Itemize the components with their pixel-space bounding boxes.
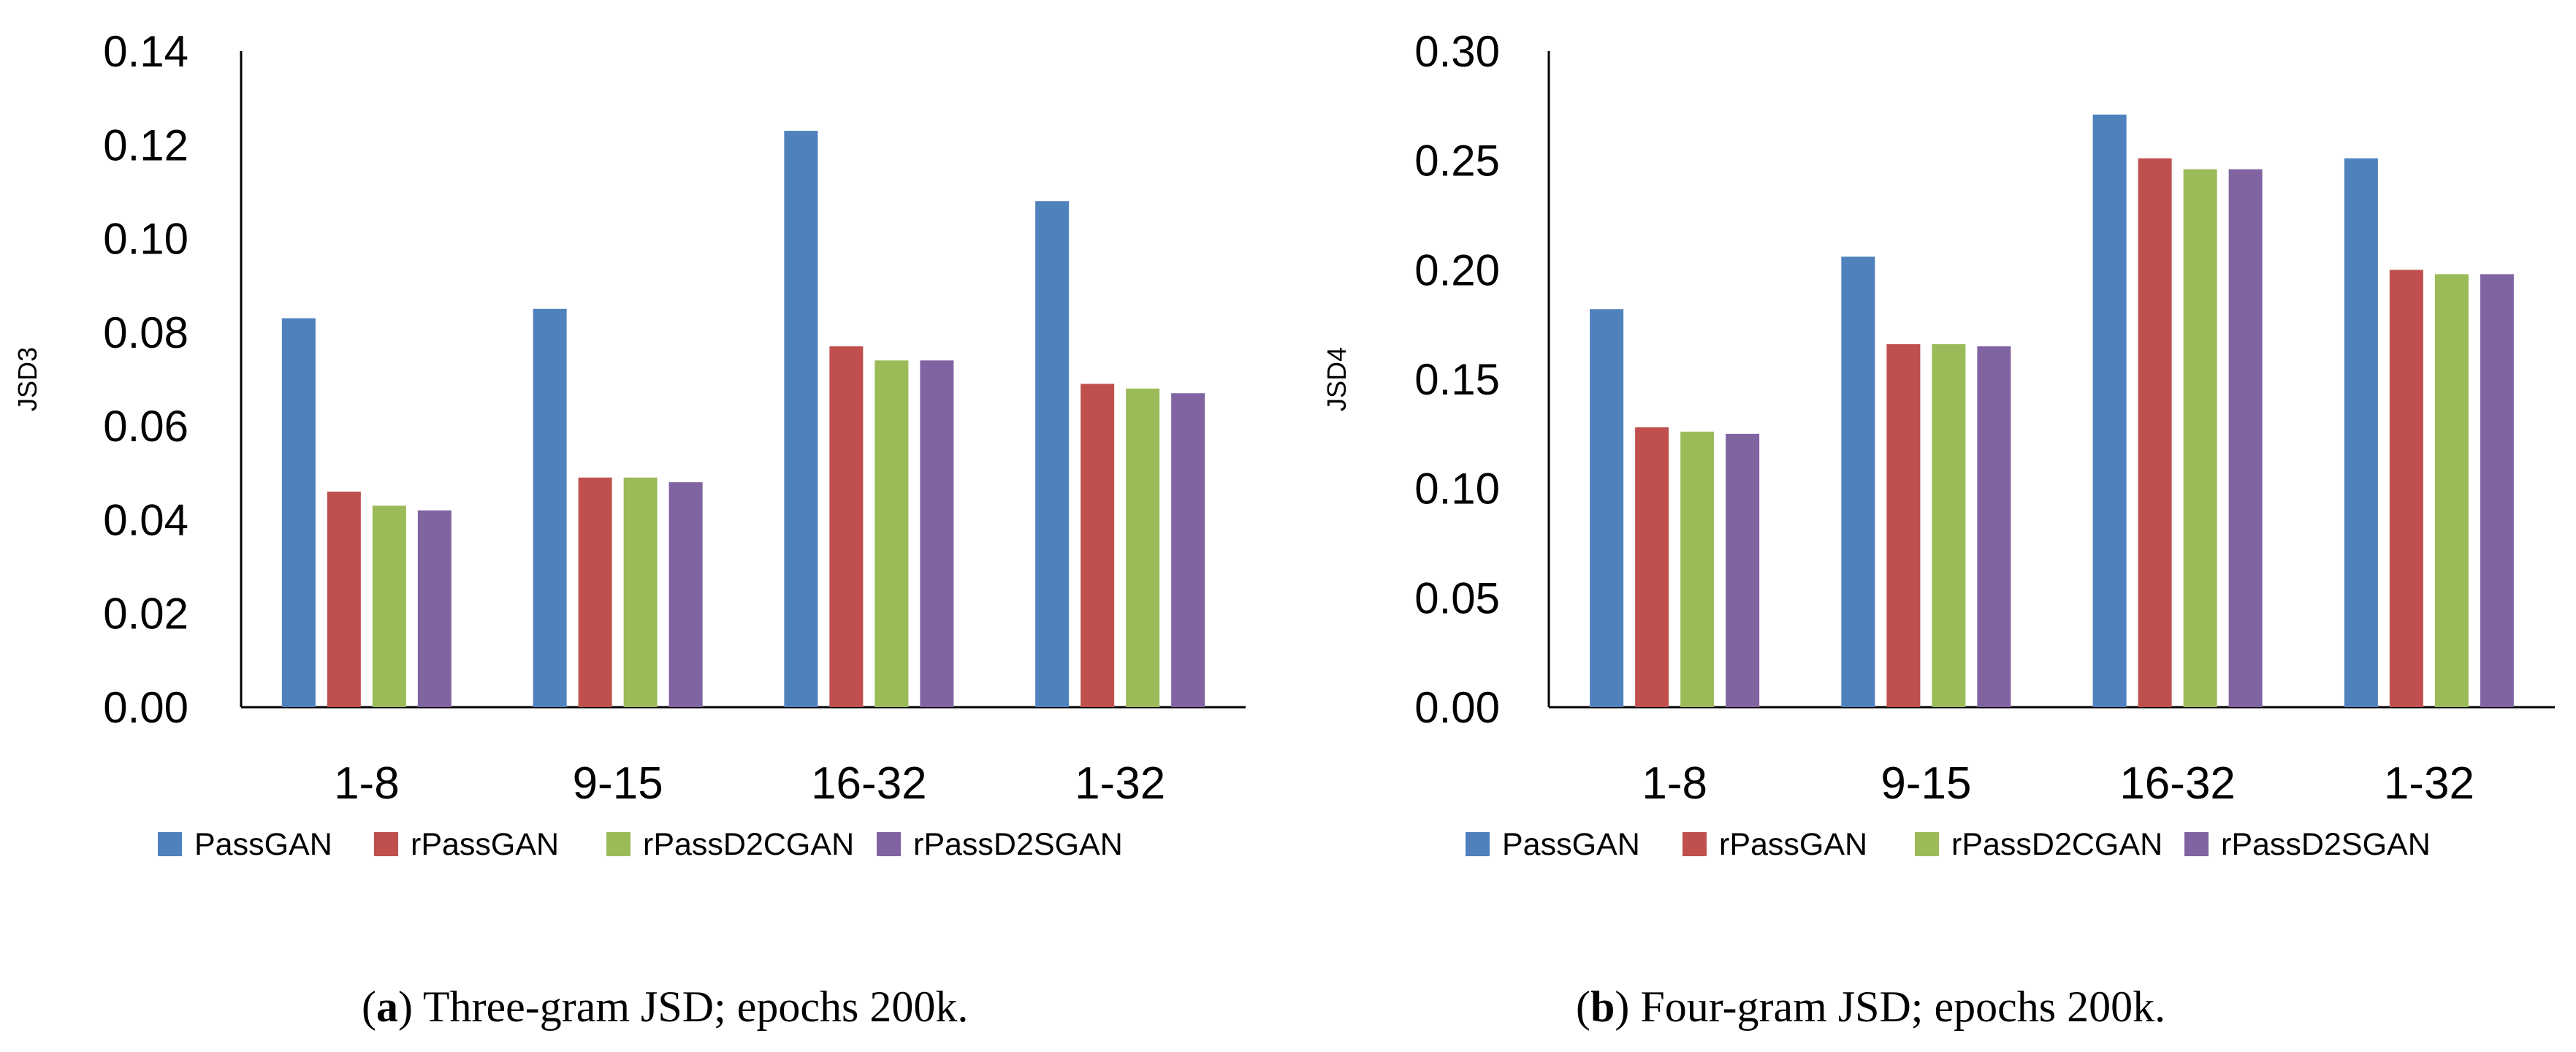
x-category-label: 9-15 bbox=[573, 758, 663, 809]
bar-rpassgan-16-32 bbox=[2138, 158, 2172, 707]
legend-label-passgan: PassGAN bbox=[194, 827, 332, 862]
bar-rpassd2cgan-9-15 bbox=[1932, 344, 1966, 707]
y-tick-label: 0.25 bbox=[1414, 137, 1500, 186]
legend-swatch-rpassd2cgan bbox=[606, 832, 630, 856]
y-tick-label: 0.15 bbox=[1414, 355, 1500, 404]
caption-label: a bbox=[376, 983, 398, 1031]
legend-swatch-rpassgan bbox=[1683, 832, 1707, 856]
bar-passgan-9-15 bbox=[533, 308, 567, 707]
bar-rpassd2sgan-1-32 bbox=[2480, 274, 2514, 707]
y-tick-label: 0.05 bbox=[1414, 573, 1500, 622]
y-tick-label: 0.04 bbox=[103, 495, 188, 544]
legend-swatch-rpassd2sgan bbox=[877, 832, 901, 856]
x-category-label: 1-32 bbox=[1075, 758, 1165, 809]
caption-text: Four-gram JSD; epochs 200k. bbox=[1629, 983, 2165, 1031]
bar-rpassd2cgan-1-32 bbox=[2434, 274, 2469, 707]
figure-caption: (a) Three-gram JSD; epochs 200k. bbox=[362, 983, 968, 1031]
bar-passgan-9-15 bbox=[1841, 256, 1875, 708]
bar-rpassgan-16-32 bbox=[829, 346, 864, 707]
x-category-label: 16-32 bbox=[2119, 758, 2236, 809]
legend-swatch-rpassd2cgan bbox=[1915, 832, 1939, 856]
legend-label-rpassd2cgan: rPassD2CGAN bbox=[643, 827, 854, 862]
figure-caption: (b) Four-gram JSD; epochs 200k. bbox=[1576, 983, 2165, 1031]
y-tick-label: 0.10 bbox=[103, 215, 188, 264]
chart-three-gram-jsd: 0.00 0.02 0.04 0.06 0.08 0.10 0.12 0.14 JSD3 1-8 9… bbox=[12, 27, 1246, 1031]
legend-label-rpassd2sgan: rPassD2SGAN bbox=[913, 827, 1123, 862]
legend-label-passgan: PassGAN bbox=[1502, 827, 1640, 862]
bar-passgan-1-32 bbox=[2344, 158, 2378, 707]
legend-label-rpassd2sgan: rPassD2SGAN bbox=[2221, 827, 2431, 862]
y-tick-label: 0.08 bbox=[103, 308, 188, 357]
legend-label-rpassd2cgan: rPassD2CGAN bbox=[1951, 827, 2162, 862]
bar-rpassd2sgan-16-32 bbox=[2228, 169, 2263, 707]
bar-rpassgan-1-8 bbox=[327, 491, 361, 707]
bar-rpassgan-9-15 bbox=[1886, 344, 1921, 707]
bar-passgan-1-8 bbox=[1590, 309, 1624, 707]
chart-four-gram-jsd: 0.00 0.05 0.10 0.15 0.20 0.25 0.30 JSD4 1-8 9-15 1… bbox=[1322, 27, 2555, 1031]
bar-rpassd2cgan-16-32 bbox=[874, 360, 909, 707]
y-axis-title: JSD3 bbox=[12, 347, 42, 411]
x-category-label: 1-8 bbox=[1642, 758, 1707, 809]
bar-passgan-1-32 bbox=[1035, 201, 1070, 707]
bar-passgan-1-8 bbox=[281, 318, 316, 708]
legend-swatch-passgan bbox=[1466, 832, 1490, 856]
caption-text: Three-gram JSD; epochs 200k. bbox=[413, 983, 968, 1031]
y-tick-label: 0.14 bbox=[103, 27, 188, 76]
y-tick-label: 0.30 bbox=[1414, 27, 1500, 76]
legend-label-rpassgan: rPassGAN bbox=[411, 827, 559, 862]
y-tick-label: 0.10 bbox=[1414, 465, 1500, 514]
bar-rpassd2cgan-1-8 bbox=[372, 506, 406, 707]
bar-rpassd2cgan-1-8 bbox=[1680, 431, 1715, 707]
caption-label: b bbox=[1590, 983, 1615, 1031]
x-category-label: 9-15 bbox=[1880, 758, 1971, 809]
bar-rpassd2sgan-1-32 bbox=[1171, 393, 1205, 707]
bar-rpassgan-1-8 bbox=[1635, 427, 1669, 707]
bar-rpassgan-1-32 bbox=[1081, 384, 1115, 707]
x-category-label: 1-8 bbox=[334, 758, 400, 809]
x-category-label: 16-32 bbox=[811, 758, 927, 809]
bar-rpassd2sgan-1-8 bbox=[417, 510, 451, 707]
y-tick-label: 0.06 bbox=[103, 402, 188, 451]
legend-swatch-rpassgan bbox=[374, 832, 398, 856]
legend-label-rpassgan: rPassGAN bbox=[1719, 827, 1867, 862]
x-category-label: 1-32 bbox=[2384, 758, 2474, 809]
bar-rpassd2sgan-1-8 bbox=[1726, 433, 1760, 707]
bar-rpassd2sgan-9-15 bbox=[668, 482, 703, 707]
bar-rpassd2sgan-9-15 bbox=[1977, 346, 2011, 707]
y-tick-label: 0.12 bbox=[103, 121, 188, 169]
bar-passgan-16-32 bbox=[2092, 114, 2127, 708]
bar-rpassd2cgan-16-32 bbox=[2183, 169, 2217, 707]
bar-rpassgan-9-15 bbox=[578, 477, 612, 707]
y-tick-label: 0.00 bbox=[1414, 683, 1500, 732]
bar-rpassd2cgan-1-32 bbox=[1126, 388, 1160, 707]
bar-passgan-16-32 bbox=[784, 131, 818, 708]
bar-rpassgan-1-32 bbox=[2389, 270, 2423, 707]
y-tick-label: 0.20 bbox=[1414, 245, 1500, 294]
legend-swatch-passgan bbox=[158, 832, 182, 856]
y-axis-title: JSD4 bbox=[1322, 347, 1352, 411]
y-tick-label: 0.02 bbox=[103, 590, 188, 639]
bar-rpassd2sgan-16-32 bbox=[920, 360, 954, 707]
legend-swatch-rpassd2sgan bbox=[2184, 832, 2209, 856]
bar-rpassd2cgan-9-15 bbox=[623, 477, 658, 707]
y-tick-label: 0.00 bbox=[103, 683, 188, 732]
